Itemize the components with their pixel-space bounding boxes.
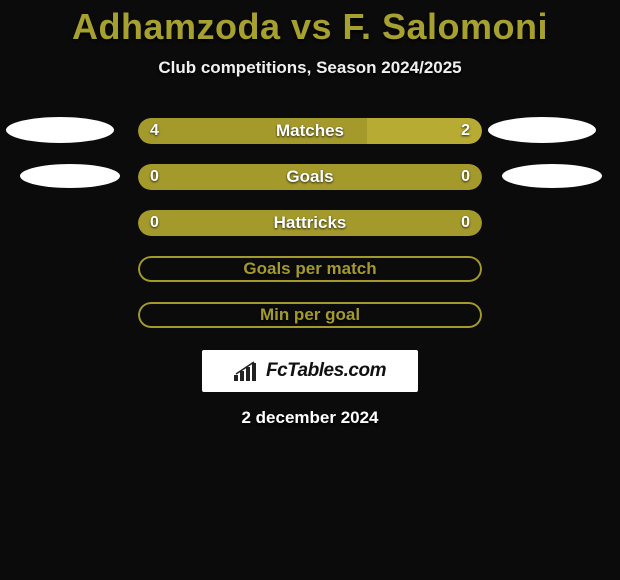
date-label: 2 december 2024 — [0, 408, 620, 428]
stat-value-right: 0 — [461, 164, 470, 190]
stat-value-right: 2 — [461, 118, 470, 144]
logo-box[interactable]: FcTables.com — [202, 350, 418, 392]
subtitle: Club competitions, Season 2024/2025 — [0, 58, 620, 78]
stat-value-right: 0 — [461, 210, 470, 236]
stat-value-left: 0 — [150, 210, 159, 236]
decorative-ellipse — [20, 164, 120, 188]
stat-label: Matches — [138, 118, 482, 144]
decorative-ellipse — [502, 164, 602, 188]
stat-value-left: 0 — [150, 164, 159, 190]
stat-row: Goals0 0 — [0, 154, 620, 200]
stat-row: Matches4 2 — [0, 108, 620, 154]
stat-row: Hattricks0 0 — [0, 200, 620, 246]
stat-row: Goals per match — [0, 246, 620, 292]
stat-bar: Goals per match — [138, 256, 482, 282]
stat-bar: Min per goal — [138, 302, 482, 328]
stat-value-left: 4 — [150, 118, 159, 144]
stat-row: Min per goal — [0, 292, 620, 338]
stat-label: Goals per match — [138, 256, 482, 282]
stat-label: Hattricks — [138, 210, 482, 236]
bars-icon — [234, 361, 260, 381]
stat-rows: Matches42Goals00Hattricks00Goals per mat… — [0, 108, 620, 338]
decorative-ellipse — [488, 117, 596, 143]
stat-label: Goals — [138, 164, 482, 190]
stat-bar: Goals0 0 — [138, 164, 482, 190]
stat-label: Min per goal — [138, 302, 482, 328]
logo-text: FcTables.com — [266, 360, 386, 382]
stat-bar: Hattricks0 0 — [138, 210, 482, 236]
decorative-ellipse — [6, 117, 114, 143]
page-title: Adhamzoda vs F. Salomoni — [0, 6, 620, 48]
comparison-widget: Adhamzoda vs F. Salomoni Club competitio… — [0, 0, 620, 428]
stat-bar: Matches4 2 — [138, 118, 482, 144]
